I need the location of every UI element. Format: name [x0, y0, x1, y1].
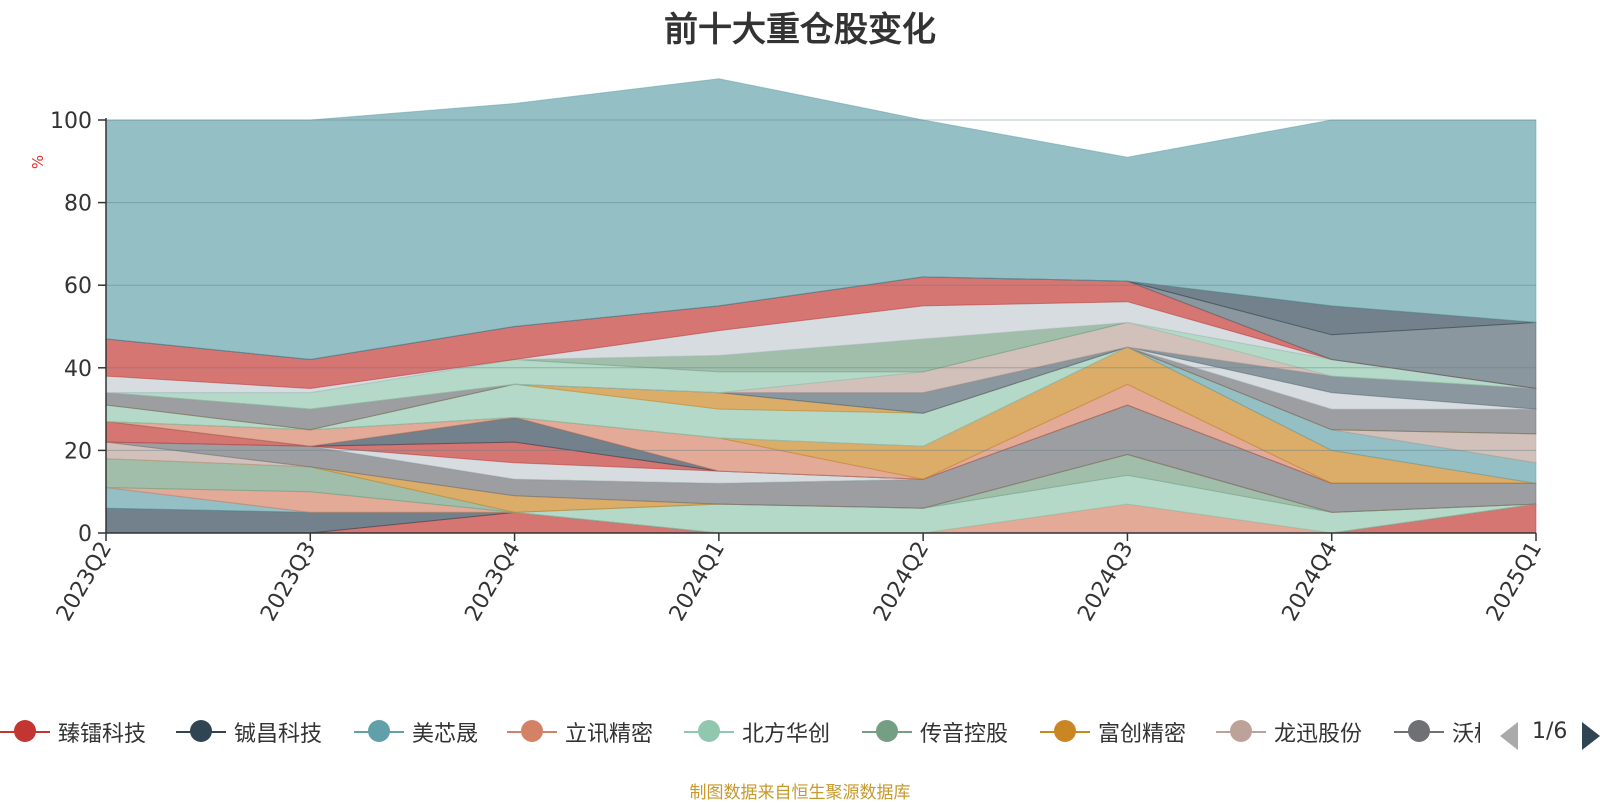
legend-item-9[interactable]: 沃格光电 [1394, 717, 1480, 747]
legend-label: 铖昌科技 [234, 722, 323, 747]
legend-item-4[interactable]: 立讯精密 [507, 717, 653, 747]
legend-marker-icon [862, 719, 912, 745]
stacked-area-chart: % 0 20 40 60 80 100 2023Q2 2023Q3 2023Q4 2024Q1 20… [29, 78, 1547, 626]
legend-item-6[interactable]: 传音控股 [862, 717, 1008, 747]
legend-pager: 1/6 [1500, 719, 1600, 753]
x-tick-label-5: 2024Q3 [1073, 538, 1138, 626]
legend-item-3[interactable]: 美芯晟 [354, 717, 478, 747]
legend-prev-page-icon[interactable] [1500, 722, 1518, 750]
x-tick-label-7: 2025Q1 [1482, 538, 1547, 626]
legend-label: 美芯晟 [412, 722, 479, 747]
area-series-30 [105, 78, 1537, 361]
y-tick-label-4: 80 [64, 192, 92, 217]
legend-marker-icon [1394, 719, 1444, 745]
legend-item-5[interactable]: 北方华创 [684, 717, 830, 747]
x-tick-label-3: 2024Q1 [665, 538, 730, 626]
legend-items: 臻镭科技 铖昌科技 美芯晟 立讯精密 北方华创 传音控股 富创精密 龙迅股份 沃格光电 [0, 705, 1480, 765]
area-series-layer [105, 78, 1537, 534]
y-tick-label-3: 60 [64, 274, 92, 299]
grid-lines [106, 119, 1536, 451]
y-tick-label-5: 100 [50, 109, 92, 134]
legend-marker-icon [176, 719, 226, 745]
y-tick-label-2: 40 [64, 357, 92, 382]
legend-label: 臻镭科技 [58, 722, 147, 747]
legend-item-1[interactable]: 臻镭科技 [0, 717, 146, 747]
legend-label: 沃格光电 [1452, 722, 1480, 747]
legend-item-7[interactable]: 富创精密 [1040, 717, 1186, 747]
y-tick-label-0: 0 [78, 522, 92, 547]
legend-marker-icon [1040, 719, 1090, 745]
y-axis-unit-label: % [29, 155, 47, 169]
x-tick-label-2: 2023Q4 [460, 538, 525, 626]
y-tick-label-1: 20 [64, 439, 92, 464]
legend-item-8[interactable]: 龙迅股份 [1216, 717, 1362, 747]
legend-item-2[interactable]: 铖昌科技 [176, 717, 322, 747]
legend-marker-icon [1216, 719, 1266, 745]
legend-label: 传音控股 [920, 722, 1009, 747]
legend-next-page-icon[interactable] [1582, 722, 1600, 750]
x-tick-label-0: 2023Q2 [52, 538, 117, 626]
legend-label: 立讯精密 [565, 722, 654, 747]
legend-label: 富创精密 [1098, 722, 1187, 747]
x-tick-label-4: 2024Q2 [869, 538, 934, 626]
legend-marker-icon [684, 719, 734, 745]
legend-label: 龙迅股份 [1274, 722, 1363, 747]
x-tick-label-6: 2024Q4 [1278, 538, 1343, 626]
chart-title: 前十大重仓股变化 [664, 10, 936, 50]
x-tick-label-1: 2023Q3 [256, 538, 321, 626]
legend-page-indicator: 1/6 [1532, 719, 1568, 744]
legend-marker-icon [354, 719, 404, 745]
legend: 臻镭科技 铖昌科技 美芯晟 立讯精密 北方华创 传音控股 富创精密 龙迅股份 沃格光电 1/6 [0, 705, 1600, 765]
legend-marker-icon [0, 719, 50, 745]
source-note: 制图数据来自恒生聚源数据库 [689, 783, 911, 803]
legend-label: 北方华创 [742, 722, 831, 747]
legend-marker-icon [507, 719, 557, 745]
